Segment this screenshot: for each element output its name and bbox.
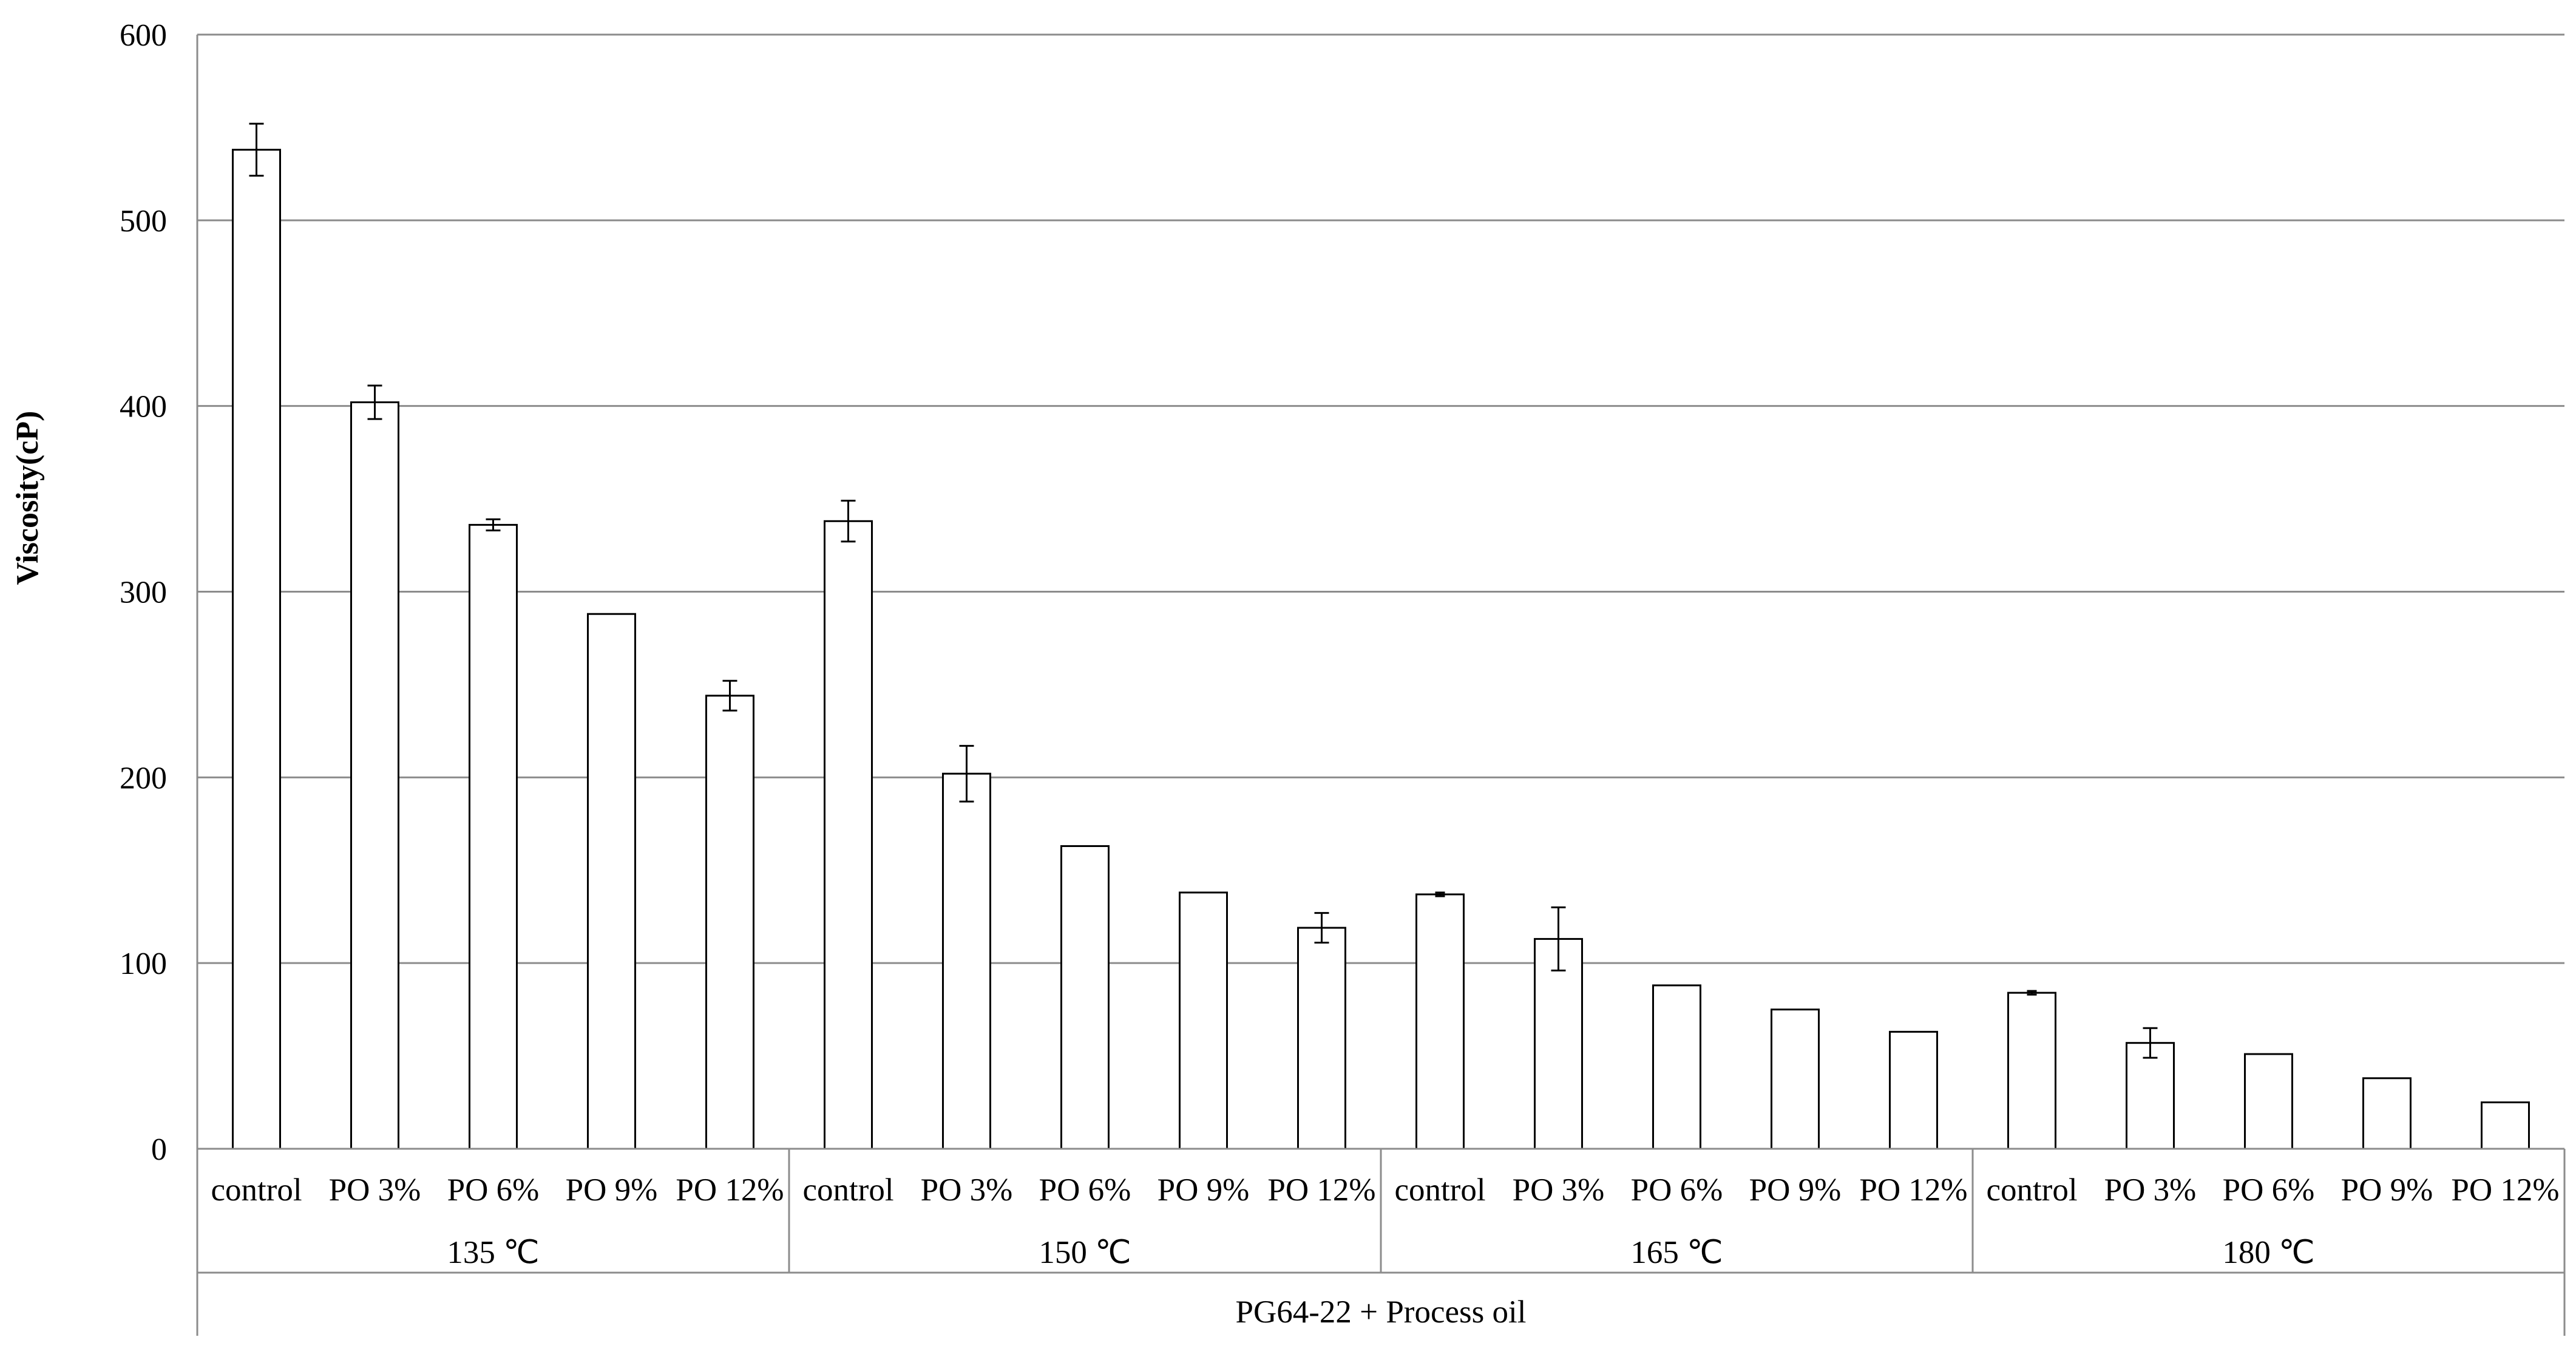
y-tick-label: 0 <box>151 1132 167 1167</box>
axes <box>196 35 2566 1336</box>
bar <box>2362 1077 2412 1150</box>
x-tick-label: PO 12% <box>1267 1172 1375 1208</box>
y-tick-label: 500 <box>120 204 167 239</box>
x-tick-label: PO 9% <box>2341 1172 2433 1208</box>
gridlines <box>197 33 2564 964</box>
y-tick-label: 100 <box>120 947 167 981</box>
y-tick-label: 300 <box>120 576 167 610</box>
x-tick-label: PO 6% <box>1039 1172 1131 1208</box>
bar <box>469 523 518 1150</box>
bar <box>1415 893 1465 1150</box>
x-tick-label: PO 6% <box>2223 1172 2315 1208</box>
group-label: 165 ℃ <box>1630 1235 1723 1270</box>
x-tick-label: PO 6% <box>1631 1172 1723 1208</box>
bar <box>587 613 636 1150</box>
x-tick-label: PO 3% <box>329 1172 421 1208</box>
x-tick-label: control <box>802 1172 893 1208</box>
x-tick-label: control <box>1986 1172 2077 1208</box>
bar <box>232 149 281 1150</box>
x-tick-label: control <box>1394 1172 1485 1208</box>
bar <box>1652 984 1701 1150</box>
x-tick-label: PO 12% <box>1859 1172 1967 1208</box>
bars <box>232 149 2530 1150</box>
bar <box>2481 1101 2530 1150</box>
y-axis-title: Viscosity(cP) <box>10 411 45 585</box>
y-tick-label: 200 <box>120 761 167 795</box>
x-tick-label: PO 9% <box>566 1172 658 1208</box>
bar <box>2126 1042 2175 1150</box>
bar <box>1060 845 1110 1150</box>
group-label: 180 ℃ <box>2222 1235 2314 1270</box>
x-tick-label: PO 12% <box>2451 1172 2559 1208</box>
bar <box>1771 1009 1820 1150</box>
group-label: 150 ℃ <box>1039 1235 1131 1270</box>
x-tick-label: PO 9% <box>1749 1172 1842 1208</box>
y-tick-labels: 0 100 200 300 400 500 600 <box>120 18 167 1167</box>
bar <box>1889 1030 1938 1150</box>
error-bars <box>249 123 2158 1059</box>
bar <box>1297 927 1346 1150</box>
x-tick-label: PO 9% <box>1158 1172 1250 1208</box>
y-tick-label: 600 <box>120 18 167 53</box>
x-tick-label: PO 12% <box>676 1172 784 1208</box>
x-tick-label: PO 3% <box>2104 1172 2197 1208</box>
bar <box>705 695 754 1150</box>
x-category-labels: control PO 3% PO 6% PO 9% PO 12% control PO 3%… <box>211 1172 2559 1270</box>
bar <box>1179 891 1228 1150</box>
x-tick-label: PO 6% <box>447 1172 540 1208</box>
y-tick-label: 400 <box>120 390 167 424</box>
bar <box>350 401 399 1150</box>
bar <box>942 772 991 1150</box>
x-tick-label: PO 3% <box>921 1172 1013 1208</box>
bar <box>2244 1053 2293 1150</box>
x-tick-label: control <box>211 1172 302 1208</box>
x-axis-title: PG64-22 + Process oil <box>1236 1294 1527 1330</box>
bar <box>824 520 873 1150</box>
x-tick-label: PO 3% <box>1513 1172 1605 1208</box>
bar <box>2007 992 2056 1150</box>
group-label: 135 ℃ <box>447 1235 539 1270</box>
